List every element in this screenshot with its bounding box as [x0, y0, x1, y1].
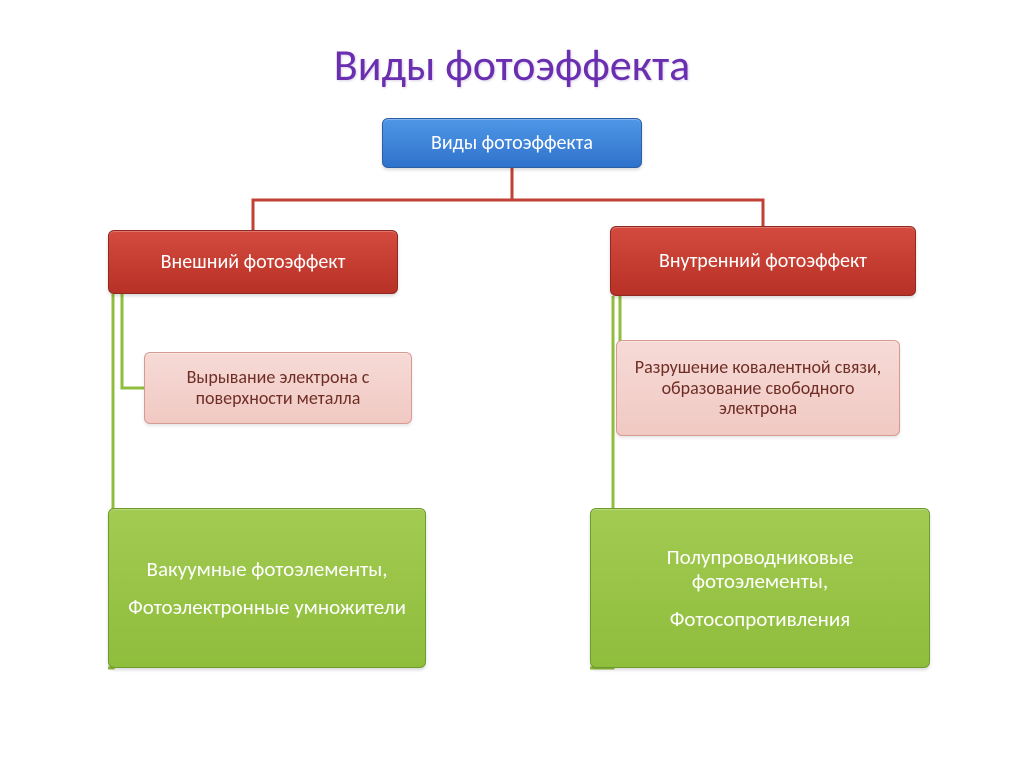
connector	[512, 168, 763, 226]
page-title: Виды фотоэффекта	[0, 38, 1024, 92]
node-root: Виды фотоэффекта	[382, 118, 642, 168]
node-int_d: Разрушение ковалентной связи, образовани…	[616, 340, 900, 436]
node-line: Полупроводниковые фотоэлементы,	[601, 545, 919, 593]
node-line: Фотоэлектронные умножители	[128, 595, 406, 619]
node-line: Фотосопротивления	[670, 607, 850, 631]
node-int_a: Полупроводниковые фотоэлементы, Фотосопро…	[590, 508, 930, 668]
connector	[253, 168, 512, 230]
node-ext_a: Вакуумные фотоэлементы, Фотоэлектронные у…	[108, 508, 426, 668]
node-int: Внутренний фотоэффект	[610, 226, 916, 296]
node-ext_d: Вырывание электрона с поверхности металл…	[144, 352, 412, 424]
node-ext: Внешний фотоэффект	[108, 230, 398, 294]
connector	[122, 294, 144, 388]
node-line: Вакуумные фотоэлементы,	[147, 557, 388, 581]
